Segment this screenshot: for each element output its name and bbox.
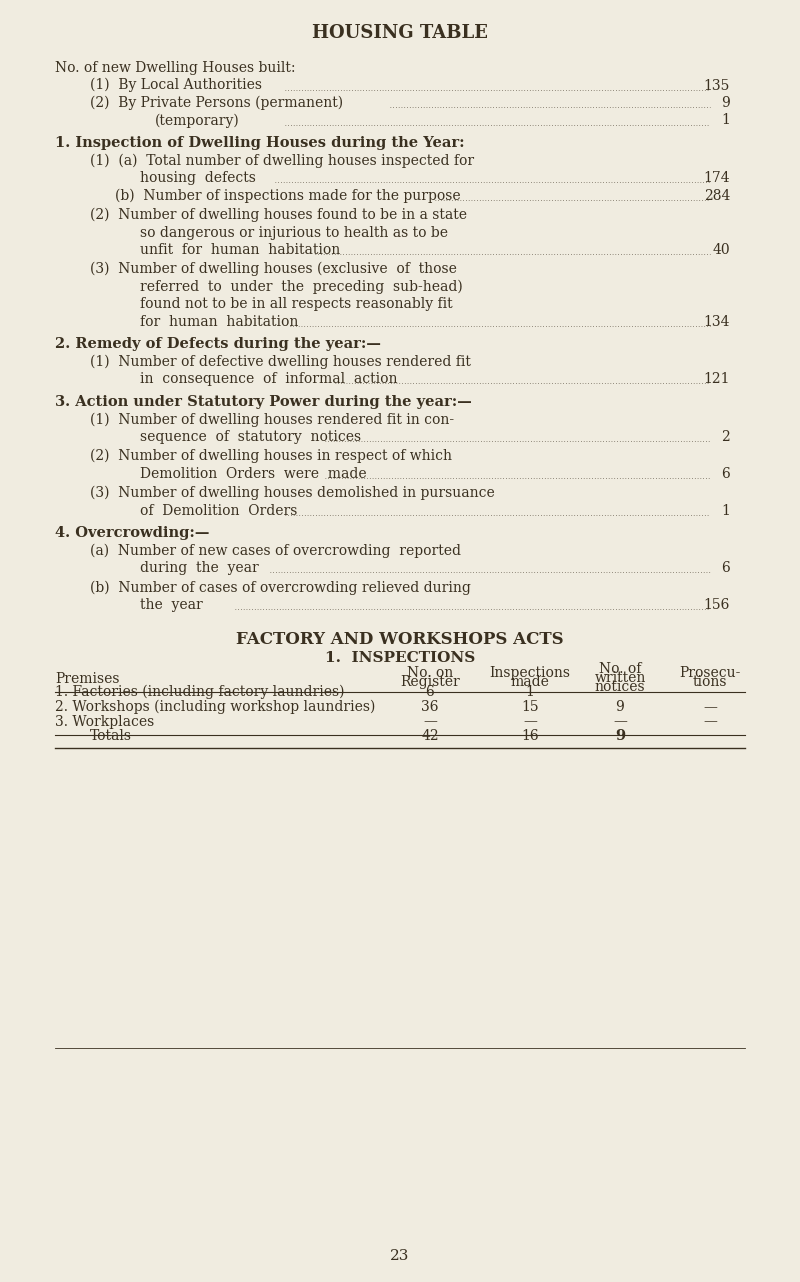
Text: 135: 135	[704, 78, 730, 92]
Text: 9: 9	[616, 700, 624, 714]
Text: 3. Workplaces: 3. Workplaces	[55, 714, 154, 728]
Text: 15: 15	[521, 700, 539, 714]
Text: 2: 2	[722, 431, 730, 445]
Text: unfit  for  human  habitation: unfit for human habitation	[140, 244, 340, 256]
Text: Premises: Premises	[55, 672, 119, 686]
Text: (temporary): (temporary)	[155, 113, 240, 127]
Text: —: —	[423, 714, 437, 728]
Text: 3. Action under Statutory Power during the year:—: 3. Action under Statutory Power during t…	[55, 395, 472, 409]
Text: (3)  Number of dwelling houses (exclusive  of  those: (3) Number of dwelling houses (exclusive…	[90, 262, 457, 276]
Text: of  Demolition  Orders: of Demolition Orders	[140, 504, 298, 518]
Text: 42: 42	[421, 728, 439, 742]
Text: 6: 6	[722, 467, 730, 481]
Text: —: —	[613, 685, 627, 699]
Text: 36: 36	[422, 700, 438, 714]
Text: (b)  Number of inspections made for the purpose: (b) Number of inspections made for the p…	[115, 188, 461, 203]
Text: —: —	[613, 714, 627, 728]
Text: (2)  By Private Persons (permanent): (2) By Private Persons (permanent)	[90, 96, 343, 110]
Text: Totals: Totals	[90, 728, 132, 742]
Text: 1. Factories (including factory laundries): 1. Factories (including factory laundrie…	[55, 685, 345, 699]
Text: 6: 6	[722, 562, 730, 576]
Text: (2)  Number of dwelling houses in respect of which: (2) Number of dwelling houses in respect…	[90, 449, 452, 464]
Text: (a)  Number of new cases of overcrowding  reported: (a) Number of new cases of overcrowding …	[90, 544, 461, 558]
Text: 2. Remedy of Defects during the year:—: 2. Remedy of Defects during the year:—	[55, 337, 381, 351]
Text: Inspections: Inspections	[490, 665, 570, 679]
Text: 1. Inspection of Dwelling Houses during the Year:: 1. Inspection of Dwelling Houses during …	[55, 136, 465, 150]
Text: (1)  Number of defective dwelling houses rendered fit: (1) Number of defective dwelling houses …	[90, 355, 471, 369]
Text: (1)  Number of dwelling houses rendered fit in con-: (1) Number of dwelling houses rendered f…	[90, 413, 454, 427]
Text: sequence  of  statutory  notices: sequence of statutory notices	[140, 431, 361, 445]
Text: notices: notices	[594, 679, 646, 694]
Text: 1: 1	[526, 685, 534, 699]
Text: No. of new Dwelling Houses built:: No. of new Dwelling Houses built:	[55, 62, 295, 76]
Text: the  year: the year	[140, 599, 202, 613]
Text: (1)  By Local Authorities: (1) By Local Authorities	[90, 78, 262, 92]
Text: —: —	[703, 728, 717, 742]
Text: No. of: No. of	[599, 662, 641, 676]
Text: in  consequence  of  informal  action: in consequence of informal action	[140, 373, 398, 386]
Text: written: written	[594, 670, 646, 685]
Text: 1: 1	[721, 114, 730, 127]
Text: 4. Overcrowding:—: 4. Overcrowding:—	[55, 527, 210, 541]
Text: HOUSING TABLE: HOUSING TABLE	[312, 24, 488, 42]
Text: 1.  INSPECTIONS: 1. INSPECTIONS	[325, 651, 475, 665]
Text: 6: 6	[426, 685, 434, 699]
Text: (2)  Number of dwelling houses found to be in a state: (2) Number of dwelling houses found to b…	[90, 208, 467, 222]
Text: Register: Register	[400, 676, 460, 690]
Text: 2. Workshops (including workshop laundries): 2. Workshops (including workshop laundri…	[55, 700, 375, 714]
Text: 9: 9	[615, 728, 625, 742]
Text: —: —	[703, 714, 717, 728]
Text: (3)  Number of dwelling houses demolished in pursuance: (3) Number of dwelling houses demolished…	[90, 486, 494, 500]
Text: FACTORY AND WORKSHOPS ACTS: FACTORY AND WORKSHOPS ACTS	[236, 631, 564, 649]
Text: so dangerous or injurious to health as to be: so dangerous or injurious to health as t…	[140, 226, 448, 240]
Text: for  human  habitation: for human habitation	[140, 315, 298, 328]
Text: found not to be in all respects reasonably fit: found not to be in all respects reasonab…	[140, 297, 453, 312]
Text: 16: 16	[521, 728, 539, 742]
Text: No. on: No. on	[407, 665, 453, 679]
Text: tions: tions	[693, 676, 727, 690]
Text: housing  defects: housing defects	[140, 172, 256, 186]
Text: Prosecu-: Prosecu-	[679, 665, 741, 679]
Text: —: —	[523, 714, 537, 728]
Text: 156: 156	[704, 599, 730, 613]
Text: 23: 23	[390, 1249, 410, 1263]
Text: 284: 284	[704, 188, 730, 203]
Text: 174: 174	[703, 172, 730, 186]
Text: 40: 40	[712, 244, 730, 256]
Text: (b)  Number of cases of overcrowding relieved during: (b) Number of cases of overcrowding reli…	[90, 581, 471, 595]
Text: Demolition  Orders  were  made: Demolition Orders were made	[140, 467, 366, 481]
Text: (1)  (a)  Total number of dwelling houses inspected for: (1) (a) Total number of dwelling houses …	[90, 154, 474, 168]
Text: 134: 134	[703, 315, 730, 328]
Text: made: made	[510, 676, 550, 690]
Text: 121: 121	[703, 373, 730, 386]
Text: —: —	[703, 700, 717, 714]
Text: —: —	[703, 685, 717, 699]
Text: during  the  year: during the year	[140, 562, 258, 576]
Text: referred  to  under  the  preceding  sub-head): referred to under the preceding sub-head…	[140, 279, 462, 294]
Text: 1: 1	[721, 504, 730, 518]
Text: 9: 9	[722, 96, 730, 110]
